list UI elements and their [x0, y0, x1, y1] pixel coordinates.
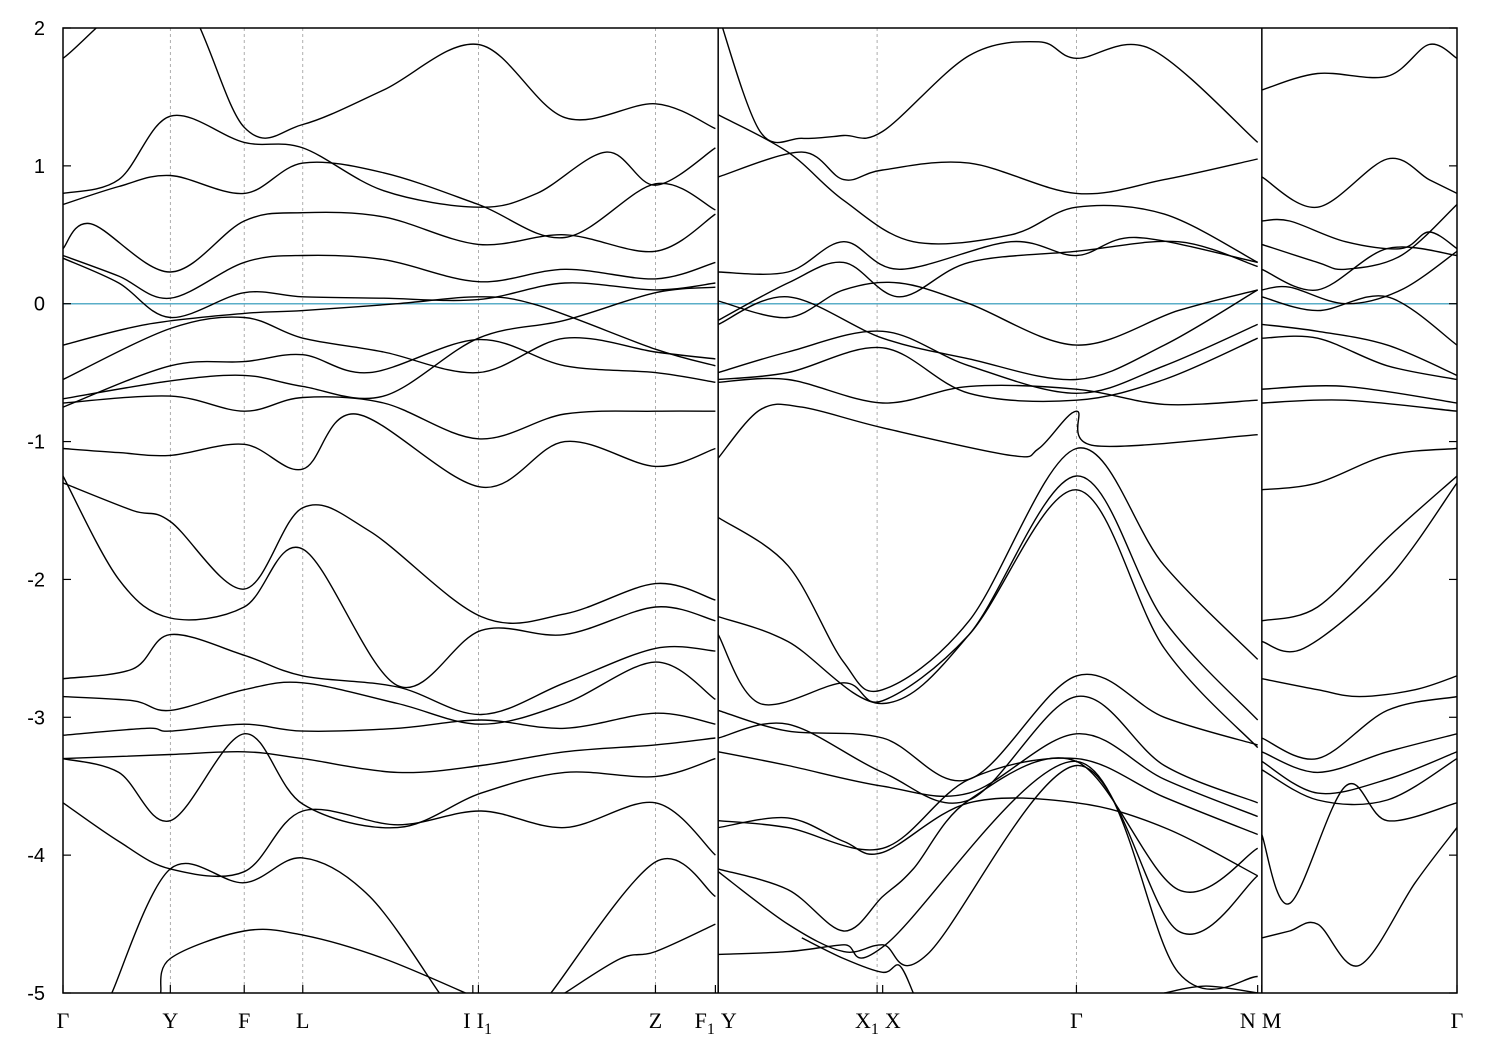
band-line — [717, 489, 1259, 749]
y-tick-label: -4 — [27, 845, 45, 867]
band-line — [717, 757, 1259, 932]
kpoint-label: X1 — [855, 1008, 879, 1038]
band-line — [63, 296, 716, 367]
band-line — [1164, 985, 1258, 993]
band-line — [1261, 447, 1457, 491]
band-line — [63, 633, 716, 716]
band-line — [63, 28, 716, 139]
band-line — [717, 475, 1259, 721]
y-tick-label: -1 — [27, 432, 45, 454]
kpoint-label: Γ — [1451, 1008, 1464, 1033]
band-line — [63, 733, 716, 829]
band-line — [63, 475, 716, 689]
band-line — [63, 254, 716, 299]
band-line — [111, 857, 440, 993]
band-line — [801, 937, 914, 993]
band-line — [718, 337, 1258, 403]
band-line — [63, 801, 716, 878]
band-line — [1261, 482, 1457, 653]
kpoint-label: F — [238, 1008, 250, 1033]
y-tick-label: -2 — [27, 569, 45, 591]
band-line — [63, 161, 716, 239]
band-line — [1261, 751, 1457, 795]
band-line — [1261, 475, 1457, 622]
y-tick-label: 2 — [34, 18, 45, 40]
band-line — [717, 114, 1259, 264]
y-axis: 2 1 0 -1 -2 -3 -4 -5 — [27, 18, 1457, 1005]
band-line — [717, 403, 1258, 459]
kpoint-label: I — [463, 1008, 470, 1033]
segment-breaks — [717, 28, 1263, 993]
band-line — [717, 447, 1259, 693]
kpoint-label: N — [1240, 1008, 1256, 1033]
band-line — [63, 737, 716, 774]
band-line — [63, 712, 716, 736]
kpoint-label: Y — [721, 1008, 737, 1033]
band-line — [717, 289, 1259, 381]
y-tick-label: 0 — [34, 294, 45, 316]
band-line — [63, 338, 716, 408]
band-line — [1261, 399, 1457, 412]
band-lines — [63, 28, 1457, 993]
band-line — [718, 760, 1258, 990]
band-line — [63, 395, 716, 440]
band-line — [63, 316, 716, 381]
band-line — [717, 240, 1258, 321]
band-line — [718, 281, 1258, 346]
band-line — [159, 928, 468, 993]
band-line — [63, 114, 716, 208]
kpoint-label: L — [296, 1008, 309, 1033]
band-line — [718, 377, 1258, 406]
band-line — [1261, 335, 1457, 381]
band-line — [718, 236, 1258, 275]
band-line — [718, 733, 1258, 818]
band-line — [1261, 695, 1457, 760]
band-line — [550, 858, 716, 993]
kpoint-label: Γ — [57, 1008, 70, 1033]
band-line — [63, 211, 716, 273]
band-line — [564, 923, 716, 993]
kpoint-label-subscript: 1 — [484, 1021, 492, 1038]
band-line — [718, 151, 1258, 195]
band-line — [1261, 827, 1457, 967]
kpoint-label: Γ — [1070, 1008, 1083, 1033]
band-line — [1261, 295, 1457, 346]
band-line — [718, 323, 1258, 395]
vertical-gridlines — [169, 28, 1077, 993]
band-line — [1261, 757, 1457, 806]
band-line — [1261, 675, 1457, 698]
band-line — [1261, 203, 1457, 271]
band-line — [1261, 733, 1457, 774]
kpoint-label: Y — [162, 1008, 178, 1033]
band-line — [63, 413, 716, 488]
band-line — [63, 257, 716, 319]
band-line — [1261, 385, 1457, 404]
band-line — [1261, 43, 1457, 91]
band-line — [717, 764, 1259, 967]
kpoint-label: X — [885, 1008, 901, 1033]
band-line — [1261, 783, 1457, 905]
band-line — [1261, 157, 1457, 208]
kpoint-label: F1 — [695, 1008, 715, 1038]
kpoint-label-subscript: 1 — [871, 1021, 879, 1038]
y-tick-label: 1 — [34, 156, 45, 178]
y-tick-label: -3 — [27, 707, 45, 729]
kpoint-label: I1 — [477, 1008, 492, 1038]
band-line — [718, 797, 1259, 877]
band-line — [718, 757, 1258, 851]
band-line — [63, 661, 716, 725]
plot-frame — [62, 27, 1458, 994]
band-line — [1261, 246, 1457, 291]
band-line — [1261, 250, 1457, 305]
y-tick-label: -5 — [27, 983, 45, 1005]
kpoint-label: M — [1262, 1008, 1282, 1033]
band-line — [721, 28, 1259, 144]
band-line — [63, 482, 716, 624]
band-line — [1261, 323, 1457, 377]
band-line — [63, 286, 716, 400]
band-line — [1261, 218, 1457, 250]
kpoint-label: Z — [649, 1008, 662, 1033]
kpoint-label-subscript: 1 — [707, 1021, 715, 1038]
